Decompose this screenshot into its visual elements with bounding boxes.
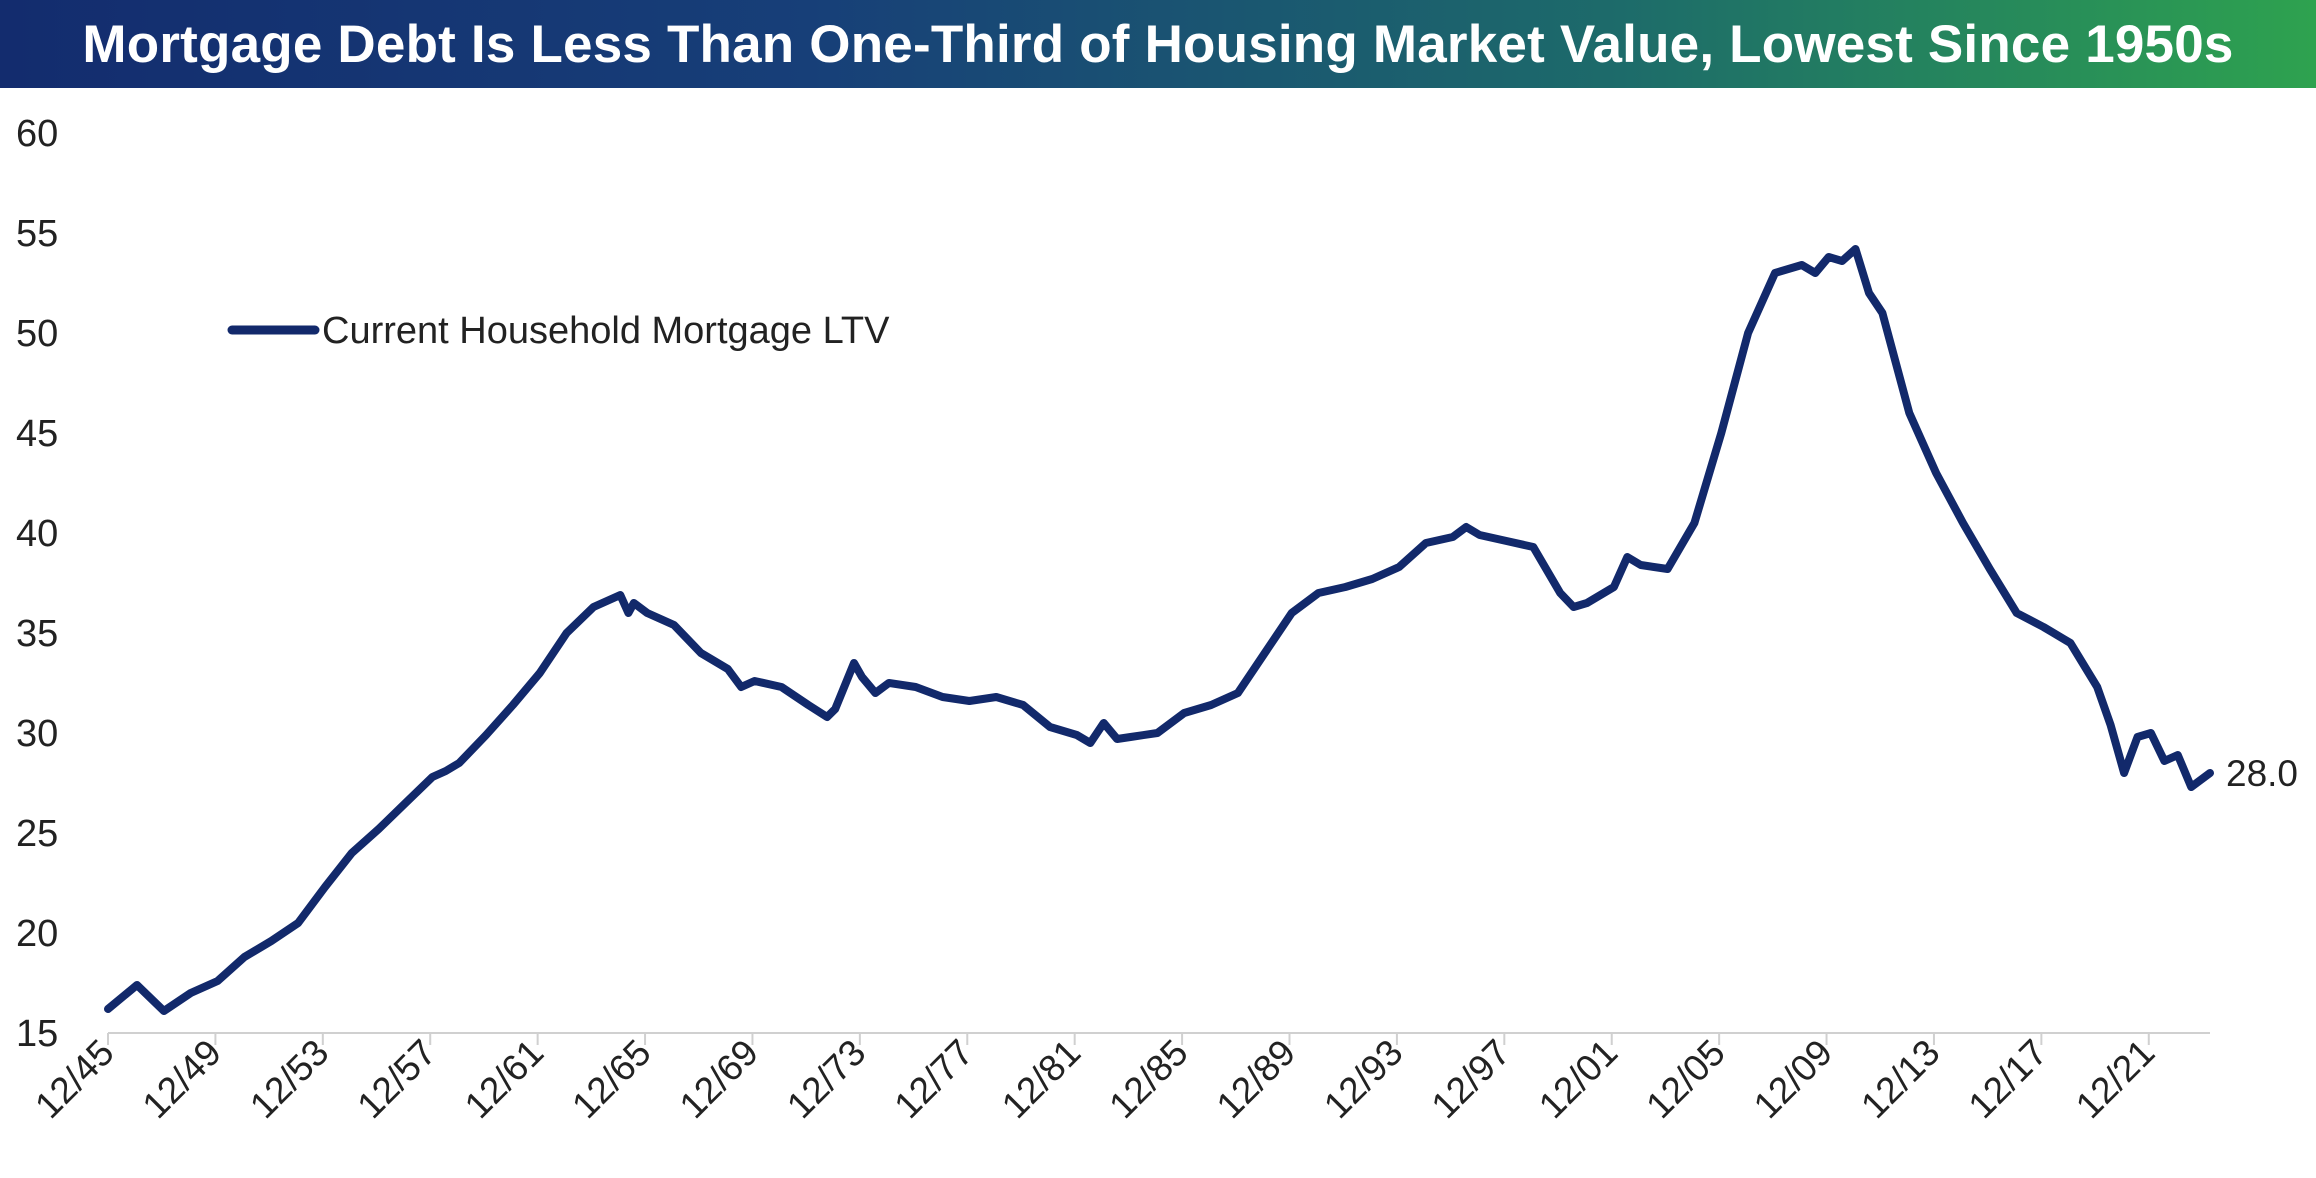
series-line-ltv xyxy=(104,245,2214,1015)
y-tick-label: 20 xyxy=(16,913,58,955)
x-tick-label: 12/13 xyxy=(1853,1032,1947,1126)
y-tick-label: 45 xyxy=(16,413,58,455)
x-tick-label: 12/93 xyxy=(1316,1032,1410,1126)
x-tick-label: 12/97 xyxy=(1424,1032,1518,1126)
x-tick-label: 12/85 xyxy=(1101,1032,1195,1126)
legend-label: Current Household Mortgage LTV xyxy=(322,310,890,352)
x-tick-label: 12/69 xyxy=(672,1032,766,1126)
x-tick-label: 12/01 xyxy=(1531,1032,1625,1126)
series-layer xyxy=(104,245,2214,1015)
y-tick-label: 35 xyxy=(16,613,58,655)
x-tick-label: 12/77 xyxy=(886,1032,980,1126)
x-tick-label: 12/61 xyxy=(457,1032,551,1126)
y-tick-label: 50 xyxy=(16,313,58,355)
x-tick-label: 12/81 xyxy=(994,1032,1088,1126)
title-bar: Mortgage Debt Is Less Than One-Third of … xyxy=(0,0,2316,88)
x-tick-label: 12/89 xyxy=(1209,1032,1303,1126)
end-value-label: 28.0 xyxy=(2226,753,2298,794)
x-tick-label: 12/17 xyxy=(1961,1032,2055,1126)
x-tick-label: 12/09 xyxy=(1746,1032,1840,1126)
y-tick-label: 60 xyxy=(16,113,58,155)
x-tick-label: 12/49 xyxy=(135,1032,229,1126)
y-tick-label: 25 xyxy=(16,813,58,855)
x-axis: 12/45 12/49 12/53 12/57 12/61 12/65 12/69 12/73… xyxy=(27,1032,2210,1126)
y-tick-label: 15 xyxy=(16,1013,58,1055)
x-tick-label: 12/65 xyxy=(564,1032,658,1126)
legend: Current Household Mortgage LTV xyxy=(227,310,890,352)
y-tick-label: 55 xyxy=(16,213,58,255)
y-tick-label: 30 xyxy=(16,713,58,755)
x-tick-label: 12/21 xyxy=(2068,1032,2162,1126)
y-axis: 15 20 25 30 35 40 45 50 55 60 xyxy=(16,113,58,1055)
chart-title: Mortgage Debt Is Less Than One-Third of … xyxy=(82,14,2234,74)
y-tick-label: 40 xyxy=(16,513,58,555)
x-tick-label: 12/53 xyxy=(242,1032,336,1126)
x-tick-label: 12/73 xyxy=(779,1032,873,1126)
x-tick-label: 12/05 xyxy=(1638,1032,1732,1126)
x-tick-label: 12/57 xyxy=(349,1032,443,1126)
